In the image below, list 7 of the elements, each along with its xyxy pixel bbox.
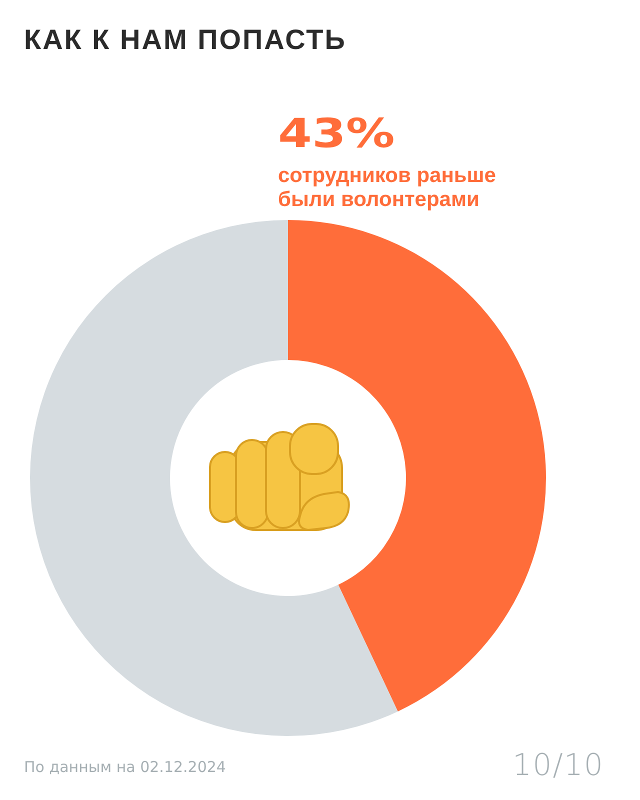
- chart-title: КАК К НАМ ПОПАСТЬ: [24, 24, 346, 56]
- donut-slice: [288, 220, 546, 712]
- donut-slice: [30, 220, 398, 736]
- text: По данным на 02.12.2024: [24, 758, 226, 776]
- slice-label: сотрудников раньше были волонтерами: [278, 164, 497, 212]
- data-label: 43%: [278, 111, 395, 157]
- text: 10/10: [512, 748, 604, 783]
